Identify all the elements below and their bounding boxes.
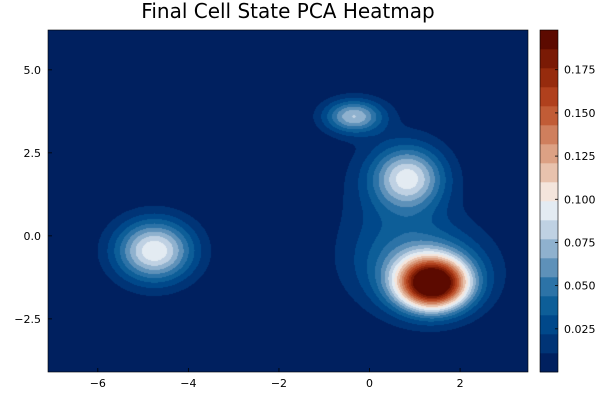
y-tick-label: 2.5 (24, 147, 42, 160)
heatmap-image (48, 30, 528, 372)
x-tick-label: −2 (271, 377, 287, 390)
x-tick-label: 2 (457, 377, 464, 390)
colorbar-segment (540, 315, 558, 335)
colorbar-segment (540, 182, 558, 202)
y-tick-label: −2.5 (14, 313, 41, 326)
colorbar-segment (540, 277, 558, 297)
colorbar-segment (540, 334, 558, 354)
colorbar-tick-label: 0.100 (564, 193, 596, 206)
colorbar-tick-label: 0.150 (564, 107, 596, 120)
colorbar-segment (540, 87, 558, 107)
colorbar-segment (540, 296, 558, 316)
colorbar-tick-label: 0.075 (564, 236, 596, 249)
x-tick-label: −4 (180, 377, 196, 390)
heatmap-canvas (48, 30, 528, 372)
colorbar-segment (540, 353, 558, 373)
y-tick-label: 5.0 (24, 64, 42, 77)
colorbar-segment (540, 220, 558, 240)
colorbar-segment (540, 163, 558, 183)
colorbar-segment (540, 49, 558, 69)
plot-frame (47, 29, 529, 373)
colorbar-frame (539, 29, 559, 373)
x-tick-label: −6 (90, 377, 106, 390)
colorbar-segment (540, 125, 558, 145)
colorbar-tick-label: 0.025 (564, 323, 596, 336)
colorbar-tick-label: 0.050 (564, 280, 596, 293)
colorbar: 0.025 0.050 0.075 0.100 0.125 0.150 0.175 (539, 29, 596, 373)
colorbar-tick-label: 0.125 (564, 150, 596, 163)
chart-title: Final Cell State PCA Heatmap (141, 0, 434, 23)
colorbar-tick-label: 0.175 (564, 64, 596, 77)
y-tick-label: 0.0 (24, 230, 42, 243)
x-axis: −6 −4 −2 0 2 (90, 368, 464, 390)
colorbar-segment (540, 201, 558, 221)
colorbar-segment (540, 144, 558, 164)
colorbar-segment (540, 258, 558, 278)
colorbar-segment (540, 239, 558, 259)
colorbar-segment (540, 30, 558, 50)
colorbar-segment (540, 106, 558, 126)
heatmap-plot-area (47, 29, 529, 373)
x-tick-label: 0 (366, 377, 373, 390)
colorbar-segment (540, 68, 558, 88)
y-axis: −2.5 0.0 2.5 5.0 (14, 64, 52, 326)
